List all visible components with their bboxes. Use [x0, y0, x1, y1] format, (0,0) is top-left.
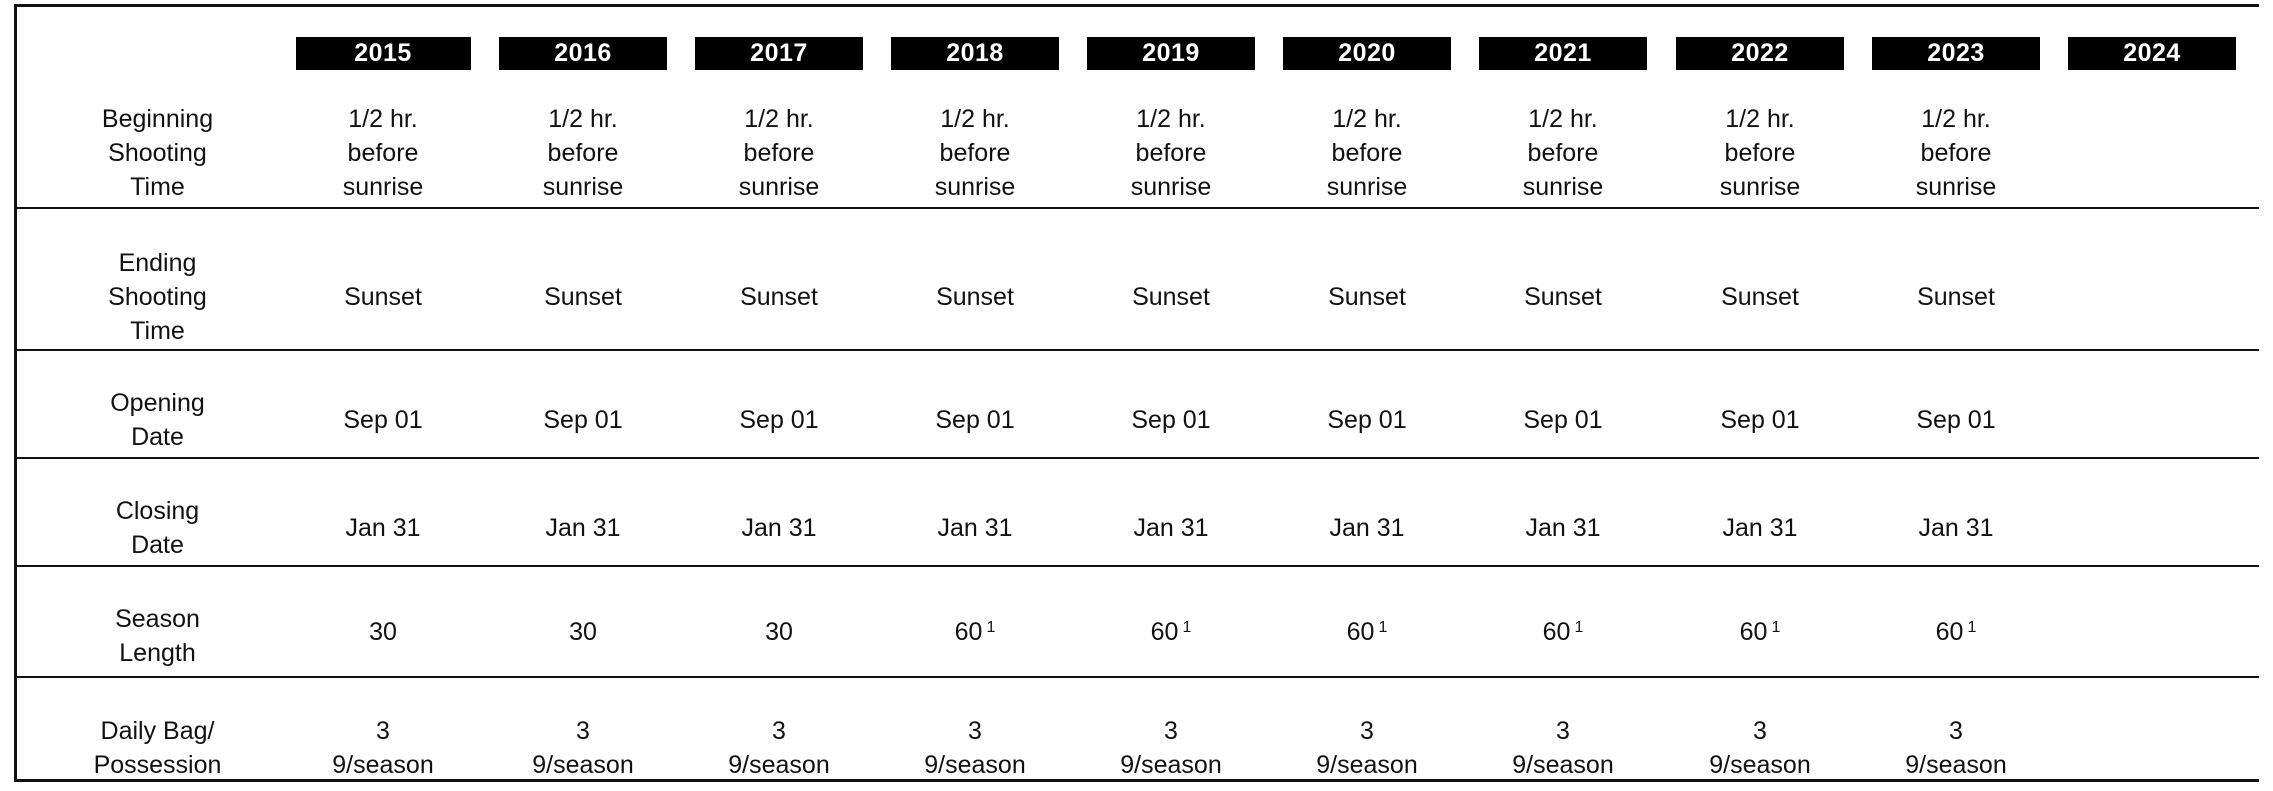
year-header-2021: 2021	[1479, 37, 1647, 70]
table-cell: 3 9/season	[1905, 717, 2007, 779]
table-cell: 1/2 hr. before sunrise	[738, 104, 820, 201]
year-header-2024: 2024	[2068, 37, 2236, 70]
table-cell: Sep 01	[1327, 406, 1407, 434]
table-cell: 1/2 hr. before sunrise	[1326, 104, 1408, 201]
year-header-2020: 2020	[1283, 37, 1451, 70]
row-label: Season Length	[115, 605, 200, 667]
table-cell: Jan 31	[1525, 514, 1601, 542]
footnote-marker: 1	[986, 619, 996, 636]
year-header-2023: 2023	[1872, 37, 2040, 70]
table-cell: Sep 01	[343, 406, 423, 434]
row-label: Beginning Shooting Time	[101, 104, 214, 201]
table-cell: 60 1	[954, 618, 996, 646]
table-cell: Sunset	[1132, 282, 1210, 311]
row-divider	[14, 565, 2259, 567]
table-cell: Sunset	[1721, 282, 1799, 311]
year-header-2016: 2016	[499, 37, 667, 70]
year-header-2018: 2018	[891, 37, 1059, 70]
table-cell: Jan 31	[1133, 514, 1209, 542]
row-label: Daily Bag/Possession	[93, 717, 222, 779]
table-cell: Sunset	[544, 282, 622, 311]
table-cell: Jan 31	[545, 514, 621, 542]
footnote-marker: 1	[1771, 619, 1781, 636]
table-cell: 1/2 hr. before sunrise	[542, 104, 624, 201]
footnote-marker: 1	[1378, 619, 1388, 636]
table-cell: 3 9/season	[1120, 717, 1222, 779]
table-cell: 60 1	[1739, 618, 1781, 646]
table-cell: Sunset	[740, 282, 818, 311]
table-cell: Sunset	[1524, 282, 1602, 311]
table-cell: Sep 01	[1131, 406, 1211, 434]
table-cell: Jan 31	[345, 514, 421, 542]
table-cell: Jan 31	[1722, 514, 1798, 542]
table-cell: Sep 01	[1523, 406, 1603, 434]
table-cell: Sep 01	[1720, 406, 1800, 434]
year-header-2019: 2019	[1087, 37, 1255, 70]
table-cell: 1/2 hr. before sunrise	[1130, 104, 1212, 201]
row-label: Closing Date	[115, 497, 200, 559]
row-label: Ending Shooting Time	[108, 248, 207, 345]
footnote-marker: 1	[1574, 619, 1584, 636]
table-frame	[14, 4, 2259, 782]
row-label: Opening Date	[110, 389, 205, 451]
table-cell: 1/2 hr. before sunrise	[342, 104, 424, 201]
table-cell: 1/2 hr. before sunrise	[1915, 104, 1997, 201]
table-cell: Jan 31	[1918, 514, 1994, 542]
table-cell: Jan 31	[937, 514, 1013, 542]
table-cell: Sep 01	[543, 406, 623, 434]
table-cell: 60 1	[1542, 618, 1584, 646]
footnote-marker: 1	[1182, 619, 1192, 636]
table-cell: Jan 31	[741, 514, 817, 542]
table-cell: 3 9/season	[728, 717, 830, 779]
table-cell: 30	[569, 618, 597, 646]
year-header-2017: 2017	[695, 37, 863, 70]
table-cell: 3 9/season	[532, 717, 634, 779]
table-cell: 3 9/season	[1316, 717, 1418, 779]
table-cell: 30	[765, 618, 793, 646]
table-cell: 1/2 hr. before sunrise	[934, 104, 1016, 201]
year-header-2015: 2015	[295, 37, 471, 70]
year-header-2022: 2022	[1676, 37, 1844, 70]
table-cell: 3 9/season	[332, 717, 434, 779]
row-divider	[14, 207, 2259, 209]
table-cell: 1/2 hr. before sunrise	[1719, 104, 1801, 201]
footnote-marker: 1	[1967, 619, 1977, 636]
table-cell: 60 1	[1346, 618, 1388, 646]
table-cell: 60 1	[1935, 618, 1977, 646]
table-cell: Sunset	[936, 282, 1014, 311]
table-cell: 3 9/season	[1512, 717, 1614, 779]
table-cell: 30	[369, 618, 397, 646]
table-cell: Sep 01	[739, 406, 819, 434]
row-divider	[14, 457, 2259, 459]
table-cell: Sunset	[1917, 282, 1995, 311]
row-divider	[14, 676, 2259, 678]
row-divider	[14, 349, 2259, 351]
table-cell: 60 1	[1150, 618, 1192, 646]
table-cell: Jan 31	[1329, 514, 1405, 542]
table-cell: 3 9/season	[924, 717, 1026, 779]
table-cell: Sunset	[344, 282, 422, 311]
table-cell: Sep 01	[935, 406, 1015, 434]
table-cell: Sep 01	[1916, 406, 1996, 434]
table-cell: 3 9/season	[1709, 717, 1811, 779]
table-cell: Sunset	[1328, 282, 1406, 311]
table-cell: 1/2 hr. before sunrise	[1522, 104, 1604, 201]
